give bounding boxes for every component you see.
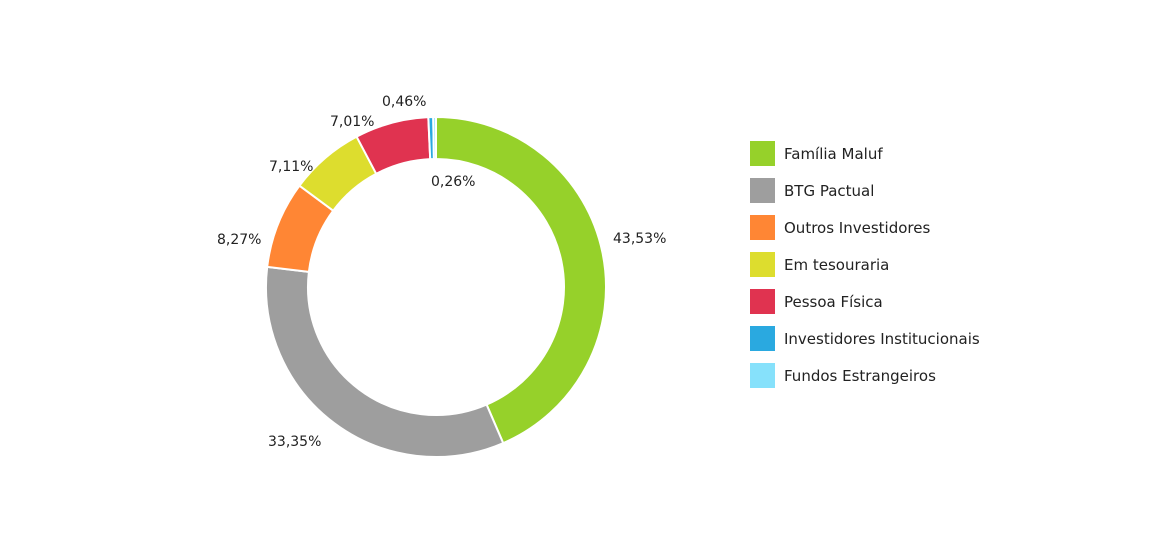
legend-item-investidores-institucionais: Investidores Institucionais xyxy=(750,326,980,351)
legend-item-familia-maluf: Família Maluf xyxy=(750,141,980,166)
legend-item-outros-investidores: Outros Investidores xyxy=(750,215,980,240)
legend-item-em-tesouraria: Em tesouraria xyxy=(750,252,980,277)
slice-label-outros-investidores: 8,27% xyxy=(217,232,261,248)
legend-swatch xyxy=(750,215,775,240)
legend-label: Pessoa Física xyxy=(784,292,883,311)
legend-label: Família Maluf xyxy=(784,144,883,163)
slice-label-fundos-estrangeiros: 0,26% xyxy=(431,174,475,190)
slice-btg-pactual xyxy=(265,265,505,458)
legend-swatch xyxy=(750,289,775,314)
legend-item-fundos-estrangeiros: Fundos Estrangeiros xyxy=(750,363,980,388)
legend-label: Fundos Estrangeiros xyxy=(784,366,936,385)
slice-label-pessoa-fisica: 7,01% xyxy=(330,114,374,130)
legend-label: Investidores Institucionais xyxy=(784,329,980,348)
slice-fundos-estrangeiros xyxy=(432,115,437,161)
legend-label: BTG Pactual xyxy=(784,181,875,200)
legend-swatch xyxy=(750,252,775,277)
legend-item-pessoa-fisica: Pessoa Física xyxy=(750,289,980,314)
slice-label-btg-pactual: 33,35% xyxy=(268,434,321,450)
slice-label-investidores-institucionais: 0,46% xyxy=(382,94,426,110)
legend-swatch xyxy=(750,178,775,203)
legend-label: Em tesouraria xyxy=(784,255,890,274)
legend-label: Outros Investidores xyxy=(784,218,931,237)
legend-item-btg-pactual: BTG Pactual xyxy=(750,178,980,203)
chart-legend: Família Maluf BTG Pactual Outros Investido… xyxy=(750,141,980,400)
donut-slices xyxy=(265,115,607,458)
slice-label-em-tesouraria: 7,11% xyxy=(269,159,313,175)
slice-label-familia-maluf: 43,53% xyxy=(613,231,666,247)
legend-swatch xyxy=(750,363,775,388)
legend-swatch xyxy=(750,326,775,351)
legend-swatch xyxy=(750,141,775,166)
slice-labels: 43,53% 33,35% 8,27% 7,11% 7,01% 0,46% 0,26% xyxy=(217,94,666,450)
slice-familia-maluf xyxy=(435,115,607,445)
